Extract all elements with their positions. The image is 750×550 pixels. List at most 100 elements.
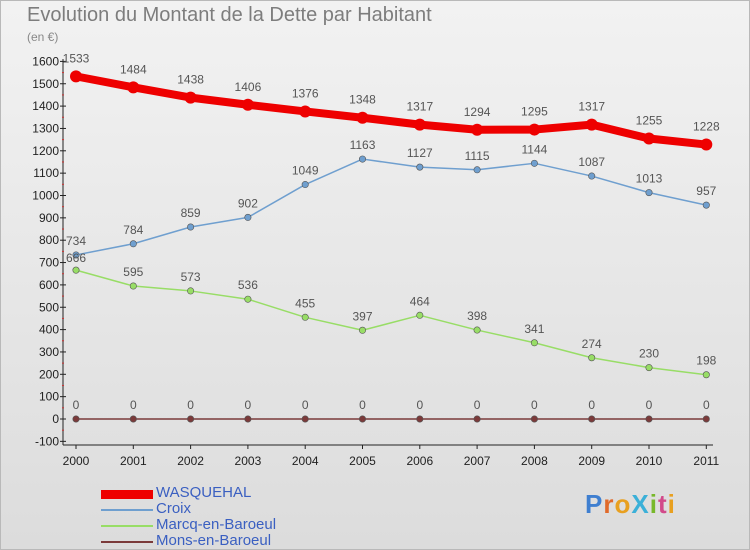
data-label: 0	[474, 398, 481, 412]
data-point	[301, 313, 309, 321]
data-point	[70, 70, 82, 83]
data-point	[471, 123, 484, 136]
logo-letter: t	[657, 489, 668, 519]
data-point	[129, 282, 137, 290]
data-label: 1348	[349, 93, 376, 107]
data-label: 1144	[521, 142, 547, 156]
legend-label: WASQUEHAL	[156, 484, 252, 501]
x-tick-label: 2008	[521, 454, 548, 468]
y-tick-label: -100	[35, 434, 59, 448]
x-tick-label: 2004	[292, 454, 319, 468]
data-label: 0	[130, 398, 137, 412]
data-label: 398	[467, 309, 487, 323]
data-point	[129, 240, 137, 248]
y-tick-label: 300	[39, 345, 59, 359]
data-label: 0	[302, 398, 309, 412]
data-point	[702, 371, 710, 379]
logo-letter: i	[649, 489, 658, 519]
data-label: 595	[123, 265, 143, 279]
data-label: 0	[416, 398, 423, 412]
y-tick-label: 1200	[32, 144, 59, 158]
data-point	[301, 415, 309, 423]
data-label: 0	[187, 398, 194, 412]
data-label: 1484	[120, 62, 147, 76]
data-label: 734	[66, 234, 86, 248]
x-tick-label: 2011	[693, 454, 719, 468]
data-point	[588, 415, 596, 423]
data-label: 1255	[636, 114, 663, 128]
data-label: 1295	[521, 105, 548, 119]
data-point	[356, 111, 369, 124]
x-tick-label: 2003	[235, 454, 262, 468]
data-point	[700, 138, 713, 151]
logo-letter: r	[603, 489, 615, 519]
data-label: 1049	[292, 164, 319, 178]
data-label: 1087	[578, 155, 605, 169]
legend-label: Croix	[156, 500, 192, 517]
y-tick-label: 1000	[32, 189, 59, 203]
data-point	[241, 98, 254, 111]
data-point	[358, 415, 366, 423]
data-point	[72, 266, 80, 274]
legend-swatch	[101, 509, 153, 511]
data-point	[358, 155, 366, 163]
x-tick-label: 2001	[120, 454, 147, 468]
data-label: 397	[352, 309, 372, 323]
data-label: 0	[588, 398, 595, 412]
legend-label: Marcq-en-Baroeul	[156, 516, 277, 533]
data-label: 455	[295, 296, 315, 310]
data-label: 0	[531, 398, 538, 412]
x-tick-label: 2006	[406, 454, 433, 468]
data-point	[473, 415, 481, 423]
data-point	[244, 415, 252, 423]
y-tick-label: 0	[52, 412, 59, 426]
legend: WASQUEHAL Croix Marcq-en-Baroeul Mons-en-Ba…	[101, 484, 361, 550]
data-point	[473, 326, 481, 334]
data-label: 1317	[406, 100, 433, 114]
data-point	[127, 81, 140, 94]
data-point	[244, 295, 252, 303]
data-point	[645, 364, 653, 372]
data-point	[588, 354, 596, 362]
data-point	[702, 415, 710, 423]
logo-letter: X	[631, 489, 650, 519]
series-line-marcq-en-baroeul	[75, 269, 708, 376]
x-tick-label: 2005	[349, 454, 376, 468]
data-point	[129, 415, 137, 423]
data-point	[244, 213, 252, 221]
legend-swatch	[101, 525, 153, 527]
data-point	[645, 189, 653, 197]
data-point	[416, 311, 424, 319]
legend-swatch	[101, 541, 153, 543]
y-tick-label: 1500	[32, 77, 59, 91]
data-label: 274	[582, 337, 602, 351]
data-point	[530, 415, 538, 423]
data-point	[187, 287, 195, 295]
data-point	[702, 201, 710, 209]
data-point	[473, 166, 481, 174]
data-point	[416, 163, 424, 171]
x-tick-label: 2000	[63, 454, 90, 468]
legend-swatch	[101, 490, 153, 499]
y-tick-label: 1300	[32, 121, 59, 135]
y-tick-label: 1100	[33, 166, 59, 180]
y-tick-label: 200	[39, 367, 59, 381]
data-label: 1317	[578, 100, 605, 114]
data-label: 1533	[63, 51, 90, 65]
data-label: 1294	[464, 105, 491, 119]
chart-title: Evolution du Montant de la Dette par Hab…	[27, 4, 432, 26]
data-label: 0	[359, 398, 366, 412]
data-point	[72, 415, 80, 423]
x-tick-label: 2009	[578, 454, 605, 468]
data-label: 0	[245, 398, 252, 412]
legend-label: Mons-en-Baroeul	[156, 532, 272, 549]
logo-letter: o	[614, 489, 632, 519]
y-tick-label: 600	[39, 278, 59, 292]
y-tick-label: 1600	[32, 54, 59, 68]
chart-subtitle: (en €)	[27, 30, 59, 44]
data-label: 0	[646, 398, 653, 412]
data-label: 573	[181, 270, 201, 284]
data-point	[530, 339, 538, 347]
